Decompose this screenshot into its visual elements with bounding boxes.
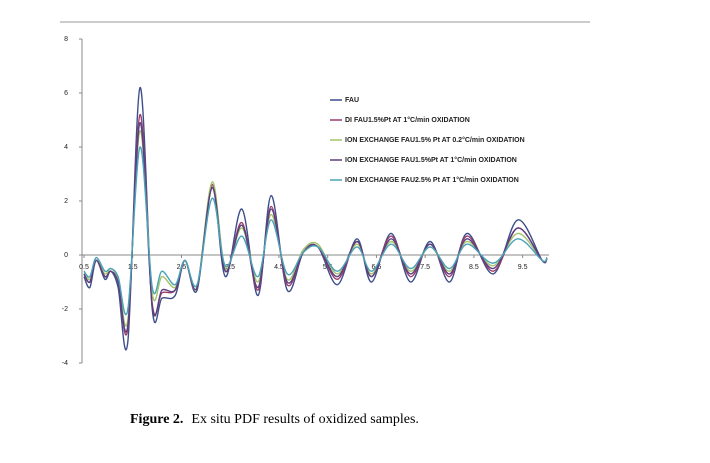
legend-label: ION EXCHANGE FAU2.5% Pt AT 1°C/min OXIDA…: [345, 176, 519, 184]
x-tick-label: 1.5: [128, 264, 138, 271]
x-tick-label: 4.5: [274, 264, 284, 271]
caption: Figure 2. Ex situ PDF results of oxidized…: [130, 412, 419, 427]
x-tick-label: 7.5: [420, 264, 430, 271]
y-tick-label: 0: [64, 252, 68, 259]
series-line: [83, 146, 548, 316]
y-tick-label: 4: [64, 144, 68, 151]
y-tick-label: 8: [64, 36, 68, 43]
legend-label: FAU: [345, 97, 359, 104]
caption-text: Ex situ PDF results of oxidized samples.: [191, 412, 419, 427]
y-tick-label: -2: [62, 306, 68, 313]
legend-label: DI FAU1.5%Pt AT 1°C/min OXIDATION: [345, 116, 470, 124]
legend-label: ION EXCHANGE FAU1.5% Pt AT 0.2°C/min OXI…: [345, 136, 525, 144]
y-tick-label: 2: [64, 198, 68, 205]
series-line: [83, 121, 548, 333]
x-tick-label: 3.5: [225, 264, 235, 271]
x-tick-label: 9.5: [518, 264, 528, 271]
caption-label: Figure 2.: [130, 412, 183, 427]
y-tick-label: 6: [64, 90, 68, 97]
legend-label: ION EXCHANGE FAU1.5%Pt AT 1°C/min OXIDAT…: [345, 156, 517, 164]
series-line: [83, 113, 548, 336]
series-line: [83, 86, 548, 351]
y-tick-label: -4: [62, 360, 68, 367]
x-tick-label: 8.5: [469, 264, 479, 271]
x-tick-label: 0.5: [79, 264, 89, 271]
